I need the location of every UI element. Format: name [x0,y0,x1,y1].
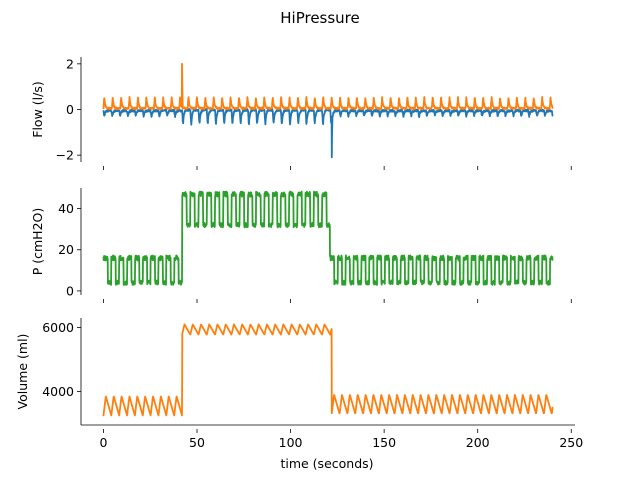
x-tick-label: 150 [372,435,396,450]
flow-y-tick-label: 2 [66,56,74,71]
pressure-y-tick-label: 20 [58,242,74,257]
flow-y-tick-label: −2 [56,148,74,163]
volume-series-0-line [102,323,554,417]
x-tick-label: 0 [99,435,107,450]
pressure-y-axis-label: P (cmH2O) [30,208,45,276]
flow-series-0-line [102,108,554,159]
pressure-y-tick-label: 40 [58,201,74,216]
x-tick-label: 200 [466,435,490,450]
volume-panel: 4000 6000 0 50 100 150 200 250 Volume (ml) [15,318,583,450]
volume-y-axis-label: Volume (ml) [15,334,30,410]
pressure-panel: 0 20 40 P (cmH2O) [30,188,572,303]
x-tick-label: 100 [279,435,303,450]
flow-y-axis-label: Flow (l/s) [30,81,45,137]
flow-panel: −2 0 2 Flow (l/s) [30,56,572,170]
x-tick-label: 250 [559,435,583,450]
volume-y-tick-label: 6000 [42,320,74,335]
pressure-y-tick-label: 0 [66,283,74,298]
x-axis-label: time (seconds) [280,456,373,471]
x-tick-label: 50 [189,435,205,450]
flow-y-tick-label: 0 [66,102,74,117]
chart-title: HiPressure [280,9,360,27]
flow-series-1-line [102,62,554,111]
pressure-series-0-line [102,190,554,286]
volume-y-tick-label: 4000 [42,384,74,399]
